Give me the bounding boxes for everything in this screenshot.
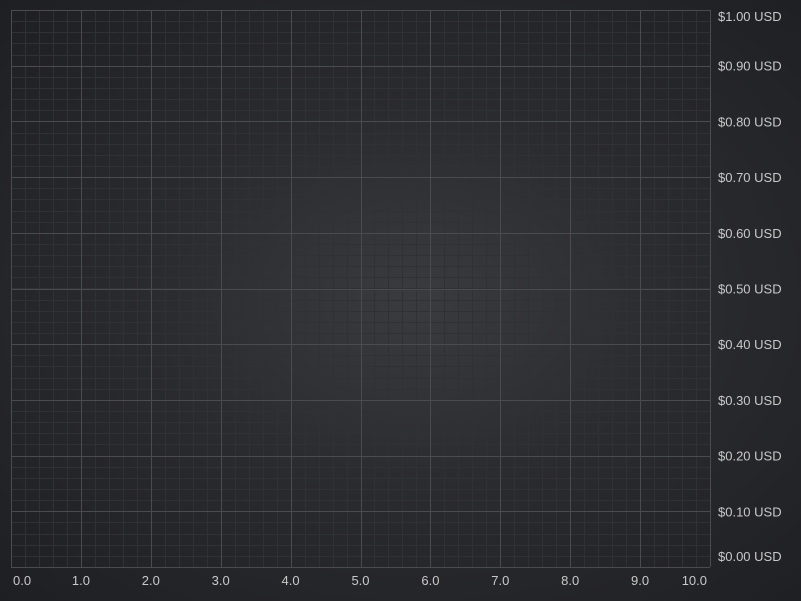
minor-gridlines [11, 10, 711, 568]
x-tick-label: 3.0 [212, 573, 230, 588]
y-tick-label: $0.40 USD [718, 337, 782, 352]
y-tick-label: $0.10 USD [718, 504, 782, 519]
x-tick-label: 0.0 [13, 573, 31, 588]
y-tick-label: $0.00 USD [718, 549, 782, 564]
y-axis-tick-labels: $0.00 USD $0.10 USD $0.20 USD $0.30 USD $0.4… [718, 9, 782, 564]
x-axis-tick-labels: 0.0 1.0 2.0 3.0 4.0 5.0 6.0 7.0 8.0 9.0 10.0 [13, 573, 707, 588]
x-tick-label: 5.0 [351, 573, 369, 588]
x-tick-label: 9.0 [631, 573, 649, 588]
x-tick-label: 1.0 [72, 573, 90, 588]
y-tick-label: $0.50 USD [718, 282, 782, 297]
y-tick-label: $0.90 USD [718, 59, 782, 74]
y-tick-label: $0.80 USD [718, 114, 782, 129]
x-tick-label: 7.0 [491, 573, 509, 588]
major-gridlines [11, 10, 711, 568]
x-tick-label: 8.0 [561, 573, 579, 588]
x-tick-label: 4.0 [282, 573, 300, 588]
y-tick-label: $0.20 USD [718, 449, 782, 464]
y-tick-label: $0.30 USD [718, 393, 782, 408]
y-tick-label: $1.00 USD [718, 9, 782, 24]
x-tick-label: 10.0 [682, 573, 707, 588]
x-tick-label: 2.0 [142, 573, 160, 588]
y-tick-label: $0.70 USD [718, 170, 782, 185]
y-tick-label: $0.60 USD [718, 226, 782, 241]
x-tick-label: 6.0 [421, 573, 439, 588]
axes [11, 10, 711, 568]
plot-area[interactable] [11, 10, 710, 567]
